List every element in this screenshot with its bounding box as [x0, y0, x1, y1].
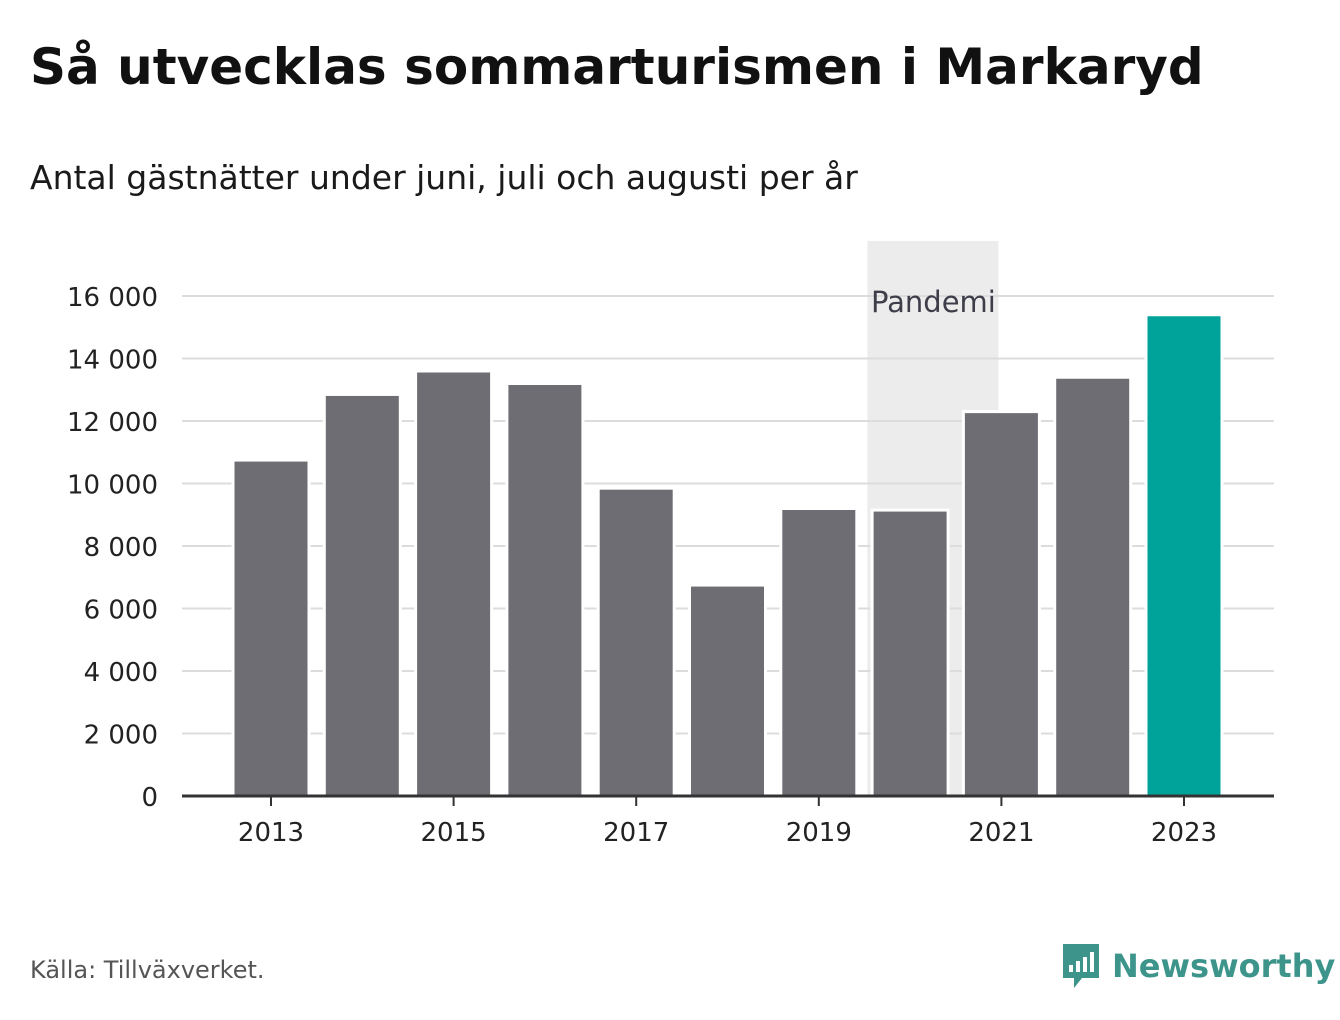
newsworthy-chart-icon	[1063, 944, 1099, 988]
x-tick-label: 2015	[421, 818, 487, 848]
bar-2023	[1144, 313, 1224, 798]
y-tick-label: 12 000	[67, 408, 158, 438]
x-tick-label: 2013	[238, 818, 304, 848]
chart-title: Så utvecklas sommarturismen i Markaryd	[30, 38, 1204, 96]
y-tick-label: 10 000	[67, 471, 158, 501]
x-tick-label: 2021	[968, 818, 1034, 848]
source-note: Källa: Tillväxverket.	[30, 956, 265, 984]
x-tick-label: 2017	[603, 818, 669, 848]
bar-2014	[322, 392, 402, 798]
y-tick-label: 14 000	[67, 346, 158, 376]
bar-2013	[231, 458, 311, 798]
bar-chart: Pandemi 0 2 000 4 000 6 000 8 000 10 000 12 000…	[67, 241, 1274, 848]
x-tick-label: 2019	[786, 818, 852, 848]
y-tick-label: 4 000	[84, 658, 158, 688]
bar-2020	[870, 508, 950, 798]
y-tick-label: 6 000	[84, 596, 158, 626]
bar-2019	[779, 507, 859, 798]
chart-subtitle: Antal gästnätter under juni, juli och au…	[30, 158, 858, 197]
bar-2021	[961, 410, 1041, 798]
newsworthy-logo: Newsworthy	[1060, 940, 1335, 992]
y-tick-label: 16 000	[67, 283, 158, 313]
y-tick-label: 0	[141, 783, 158, 813]
bar-2018	[688, 583, 767, 798]
x-tick-label: 2023	[1151, 818, 1217, 848]
bar-2016	[505, 382, 585, 798]
brand-name: Newsworthy	[1112, 947, 1336, 985]
annotation-label: Pandemi	[871, 285, 996, 319]
bar-2015	[414, 369, 494, 798]
y-tick-label: 8 000	[84, 533, 158, 563]
bar-2022	[1053, 375, 1133, 798]
bar-2017	[596, 486, 676, 798]
y-tick-label: 2 000	[84, 721, 158, 751]
